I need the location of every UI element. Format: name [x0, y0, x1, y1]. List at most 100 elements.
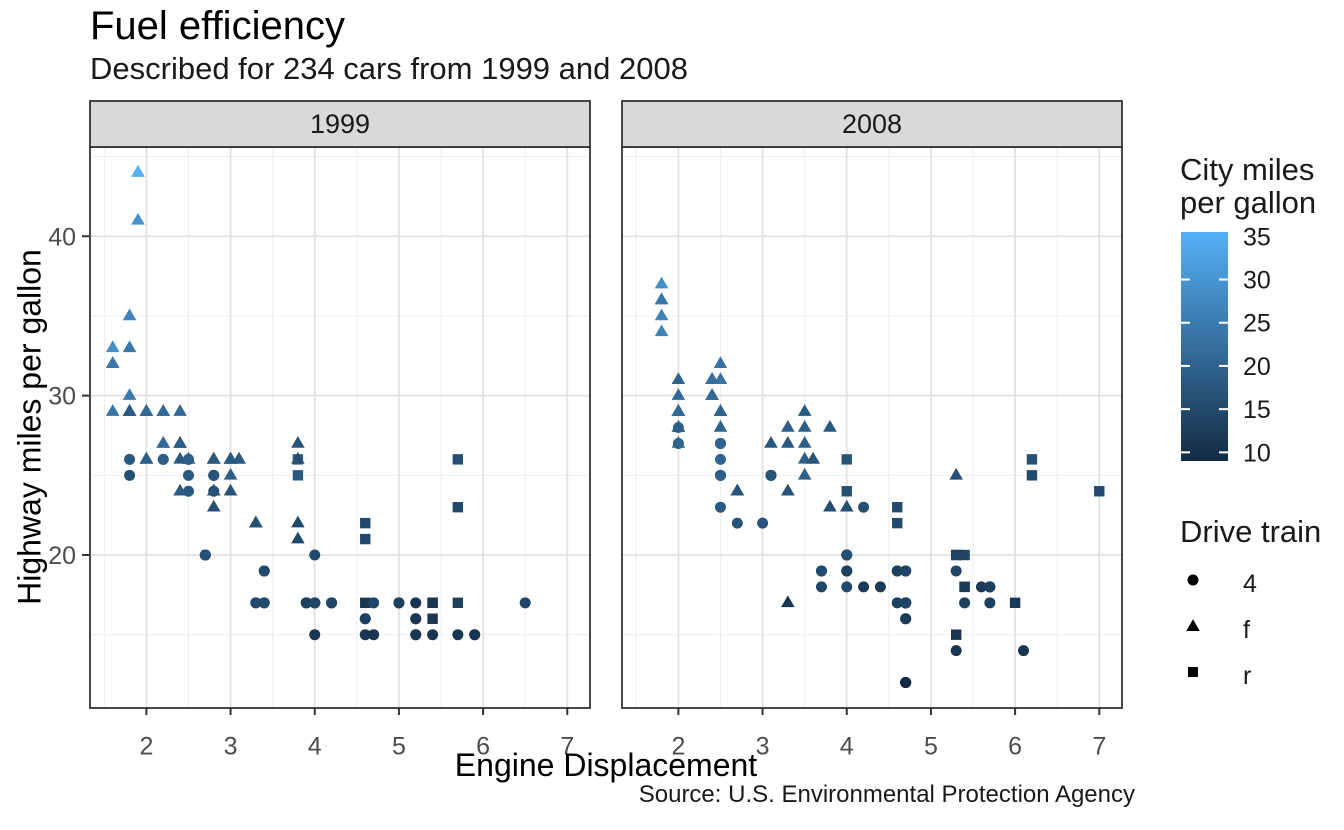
data-point: [452, 629, 464, 641]
data-point: [173, 435, 187, 448]
data-point: [757, 517, 769, 529]
data-point: [182, 469, 194, 481]
data-point: [124, 469, 136, 481]
data-point: [654, 324, 669, 337]
data-point: [139, 404, 154, 416]
data-point: [900, 677, 912, 688]
data-point: [1018, 645, 1030, 657]
data-point: [891, 597, 903, 609]
legend-item-drv-r: r: [1180, 659, 1344, 693]
colorbar-tick-label: 10: [1243, 439, 1271, 467]
data-point: [156, 435, 171, 448]
data-point: [309, 549, 321, 561]
data-point: [815, 581, 827, 593]
data-point: [291, 435, 305, 448]
data-point: [1094, 486, 1105, 497]
data-point: [427, 597, 438, 609]
data-point: [199, 549, 211, 561]
data-point: [781, 483, 795, 496]
data-point: [806, 451, 820, 464]
data-point: [823, 499, 837, 512]
x-tick-label: 5: [392, 733, 406, 761]
data-point: [291, 531, 305, 544]
data-point: [713, 420, 728, 432]
data-point: [105, 356, 120, 369]
data-point: [975, 581, 987, 593]
y-tick-label: 20: [48, 542, 76, 570]
panel-border: [89, 146, 591, 709]
legend-item-label: r: [1243, 661, 1252, 690]
data-point: [714, 437, 726, 449]
data-point: [122, 308, 137, 321]
data-point: [730, 483, 745, 496]
data-point: [105, 404, 120, 416]
shape-legend-title: Drive train: [1180, 514, 1322, 549]
data-point: [705, 372, 719, 384]
data-point: [300, 597, 312, 609]
data-point: [900, 597, 912, 609]
facet-panel-1999: 2 3 4 5 6 7: [89, 100, 591, 761]
y-axis-title: Highway miles per gallon: [11, 249, 48, 605]
data-point: [360, 597, 371, 609]
data-point: [713, 356, 728, 369]
data-point: [452, 501, 464, 513]
data-point: [173, 404, 187, 416]
data-point: [105, 340, 120, 353]
data-point: [892, 501, 903, 513]
data-point: [131, 165, 145, 177]
data-point: [292, 470, 304, 481]
x-tick-label: 4: [840, 733, 854, 761]
data-point: [368, 597, 380, 609]
data-point: [223, 483, 238, 496]
chart-subtitle: Described for 234 cars from 1999 and 200…: [90, 51, 688, 86]
data-point: [671, 420, 686, 432]
data-point: [841, 581, 853, 593]
data-point: [950, 549, 962, 561]
data-point: [182, 485, 194, 497]
facet-strip-box: [89, 100, 591, 148]
data-point: [950, 565, 962, 577]
data-point: [206, 451, 221, 464]
source-caption: Source: U.S. Environmental Protection Ag…: [638, 781, 1135, 808]
colorbar-tick-label: 20: [1243, 353, 1271, 381]
data-point: [258, 565, 270, 577]
data-point: [519, 597, 531, 609]
data-point: [764, 435, 778, 448]
data-point: [410, 597, 422, 609]
data-point: [959, 597, 971, 609]
data-point: [206, 499, 221, 512]
data-point: [797, 467, 812, 480]
colorbar-tick-label: 30: [1243, 267, 1271, 295]
data-point: [900, 613, 912, 625]
data-point: [249, 515, 263, 528]
data-point: [410, 613, 422, 625]
data-point: [671, 404, 686, 416]
legend-item-label: 4: [1243, 569, 1257, 598]
data-point: [206, 483, 221, 496]
x-tick-label: 6: [1008, 733, 1022, 761]
x-tick-label: 3: [224, 733, 238, 761]
data-point: [671, 372, 686, 384]
facet-strip-box: [621, 100, 1123, 148]
data-point: [797, 435, 812, 448]
data-point: [122, 388, 137, 400]
data-point: [891, 565, 903, 577]
data-point: [326, 597, 338, 609]
data-point: [1026, 470, 1038, 481]
data-point: [223, 451, 238, 464]
data-point: [858, 581, 870, 593]
legend-item-drv-f: f: [1180, 613, 1344, 647]
data-point: [874, 581, 886, 593]
data-point: [841, 565, 853, 577]
data-point: [984, 597, 996, 609]
data-point: [469, 629, 481, 641]
data-point: [291, 451, 305, 464]
data-point: [781, 595, 795, 608]
data-point: [714, 453, 726, 465]
colorbar-legend-title: City miles per gallon: [1180, 153, 1316, 219]
data-point: [671, 435, 686, 448]
data-point: [309, 629, 321, 641]
data-point: [950, 629, 962, 640]
data-point: [841, 549, 853, 561]
